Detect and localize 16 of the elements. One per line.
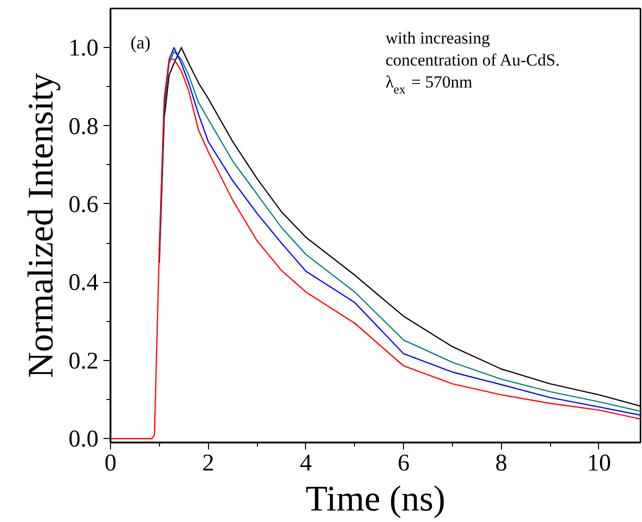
y-tick-label: 0.6 [68, 192, 98, 218]
x-tick-label: 2 [202, 450, 214, 476]
y-tick-label: 0.2 [68, 348, 98, 374]
annotation: with increasing concentration of Au-CdS. [386, 28, 560, 70]
y-tick-label: 0.0 [68, 426, 98, 453]
y-tick-label: 1.0 [68, 36, 98, 62]
annotation: (a) [130, 32, 150, 52]
x-tick-label: 10 [586, 450, 611, 476]
x-tick-label: 8 [495, 450, 508, 476]
x-axis-title: Time (ns) [306, 478, 446, 518]
x-tick-label: 4 [300, 450, 312, 476]
x-tick-label: 6 [398, 450, 410, 476]
x-tick-label: 0 [104, 450, 116, 476]
y-tick-label: 0.8 [68, 114, 98, 140]
y-axis-title: Normalized Intensity [20, 73, 60, 378]
y-tick-label: 0.4 [68, 270, 98, 296]
